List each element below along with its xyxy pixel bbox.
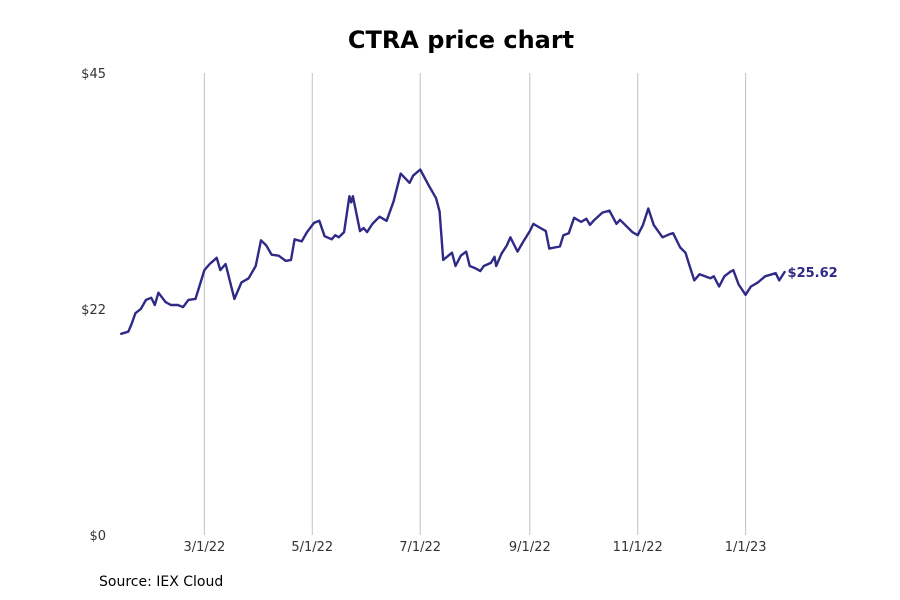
y-tick-label: $45 [81,67,106,82]
price-series [120,168,786,335]
y-axis-ticks: $0 $22 $45 [81,67,106,544]
end-value-label: $25.62 [788,266,838,281]
y-tick-label: $0 [89,529,106,544]
x-axis-ticks: 3/1/22 5/1/22 7/1/22 9/1/22 11/1/22 1/1/23 [183,540,766,555]
chart-title: CTRA price chart [347,26,575,54]
x-tick-label: 1/1/23 [725,540,767,555]
x-tick-label: 11/1/22 [613,540,663,555]
x-tick-label: 5/1/22 [291,540,333,555]
x-tick-label: 9/1/22 [509,540,551,555]
x-tick-label: 3/1/22 [183,540,225,555]
grid-lines [203,73,747,535]
source-note: Source: IEX Cloud [99,574,224,590]
price-line [120,168,786,335]
end-label-group: $25.62 [788,266,838,281]
y-tick-label: $22 [81,303,106,318]
x-tick-label: 7/1/22 [399,540,441,555]
